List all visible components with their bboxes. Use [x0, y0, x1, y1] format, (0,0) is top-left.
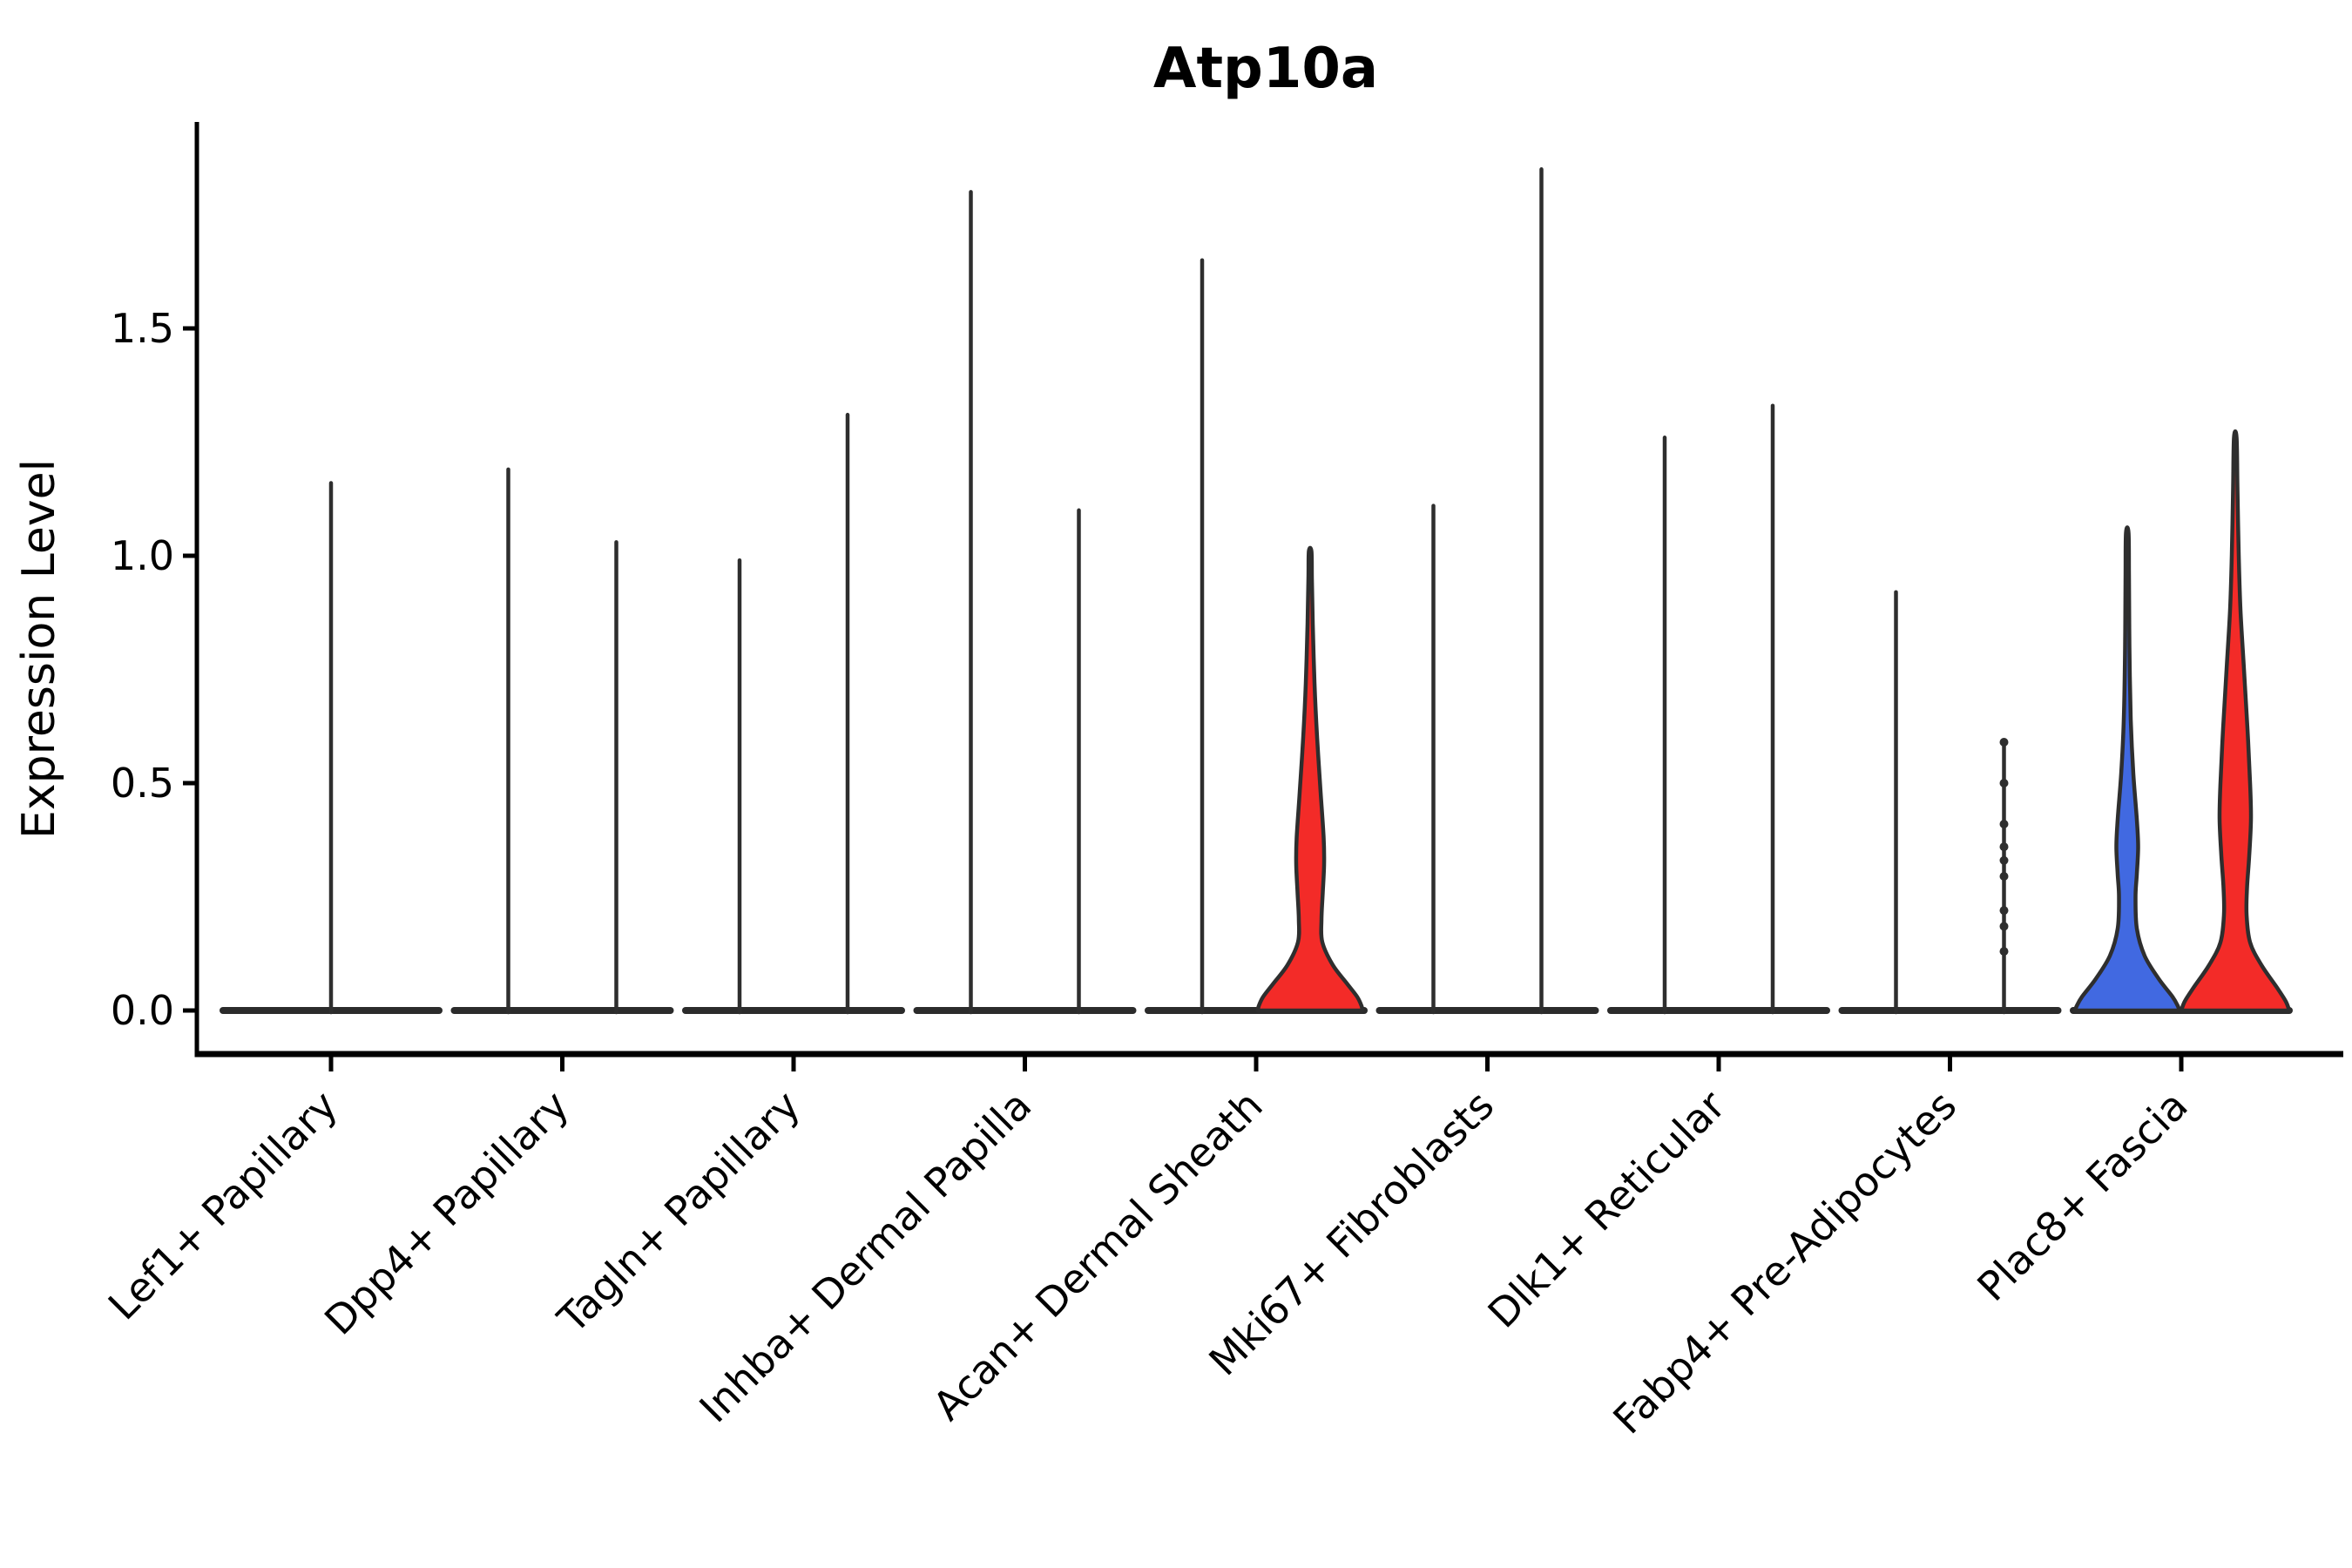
expression-point [1999, 872, 2009, 882]
y-axis: 0.0 0.5 1.0 1.5 [111, 122, 199, 1058]
violin-group [1375, 167, 1599, 1015]
x-category-label: Plac8+ Fascia [1968, 1082, 2196, 1310]
expression-point [1999, 738, 2009, 747]
expression-point [1999, 947, 2009, 956]
violin-group [1145, 258, 1368, 1015]
violin-group [450, 467, 674, 1015]
expression-point [1999, 922, 2009, 931]
y-tick-label: 0.0 [111, 987, 174, 1034]
x-category-label: Tagln+ Papillary [548, 1082, 809, 1343]
violin-group [1838, 590, 2062, 1015]
violin-group [913, 190, 1137, 1015]
x-category-label: Dlk1+ Reticular [1479, 1082, 1734, 1337]
expression-point [1999, 819, 2009, 828]
plot-title: Atp10a [1153, 37, 1378, 101]
violin-blue [2072, 525, 2182, 1013]
violin-group [220, 481, 443, 1015]
expression-point [1999, 779, 2009, 787]
violin-group [1607, 403, 1830, 1015]
y-tick-label: 0.5 [111, 760, 174, 807]
violin-red [2179, 429, 2292, 1013]
violin-red [1255, 545, 1365, 1013]
y-tick-label: 1.5 [111, 305, 174, 352]
expression-point [1999, 855, 2009, 865]
violin-group [2070, 429, 2293, 1014]
x-category-label: Dpp4+ Papillary [315, 1082, 578, 1344]
violin-group [682, 412, 905, 1015]
y-tick-label: 1.0 [111, 532, 174, 579]
y-axis-label: Expression Level [13, 459, 65, 839]
x-category-label: Lef1+ Papillary [99, 1082, 347, 1329]
expression-point [1999, 842, 2009, 852]
violins-layer [220, 167, 2293, 1015]
expression-point [1999, 906, 2009, 916]
